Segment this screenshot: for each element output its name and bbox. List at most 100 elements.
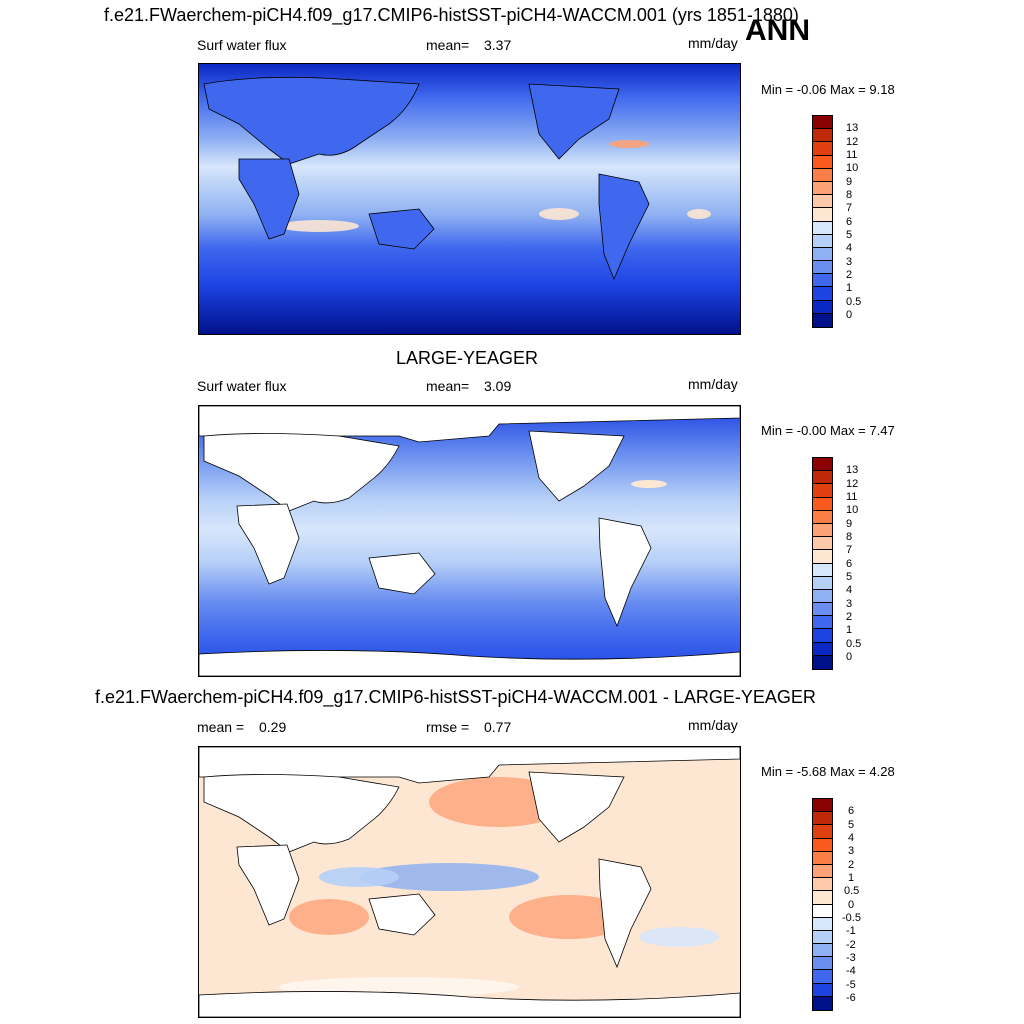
- panel1-colorbar-tick: 11: [846, 149, 858, 161]
- panel2-mean-value: 3.09: [484, 378, 512, 394]
- panel3-colorbar-tick: -0.5: [842, 912, 861, 924]
- panel3-colorbar-swatch: [813, 851, 832, 865]
- panel1-colorbar-tick: 0: [846, 309, 853, 321]
- panel3-colorbar-swatch: [813, 996, 832, 1010]
- panel2-colorbar-swatch: [813, 589, 832, 604]
- panel1-mean-label: mean=: [426, 37, 470, 53]
- panel1-colorbar-swatch: [813, 234, 832, 248]
- panel3-rmse-value: 0.77: [484, 719, 512, 735]
- panel2-colorbar-swatch: [813, 550, 832, 564]
- panel1-colorbar-swatch: [813, 116, 832, 130]
- panel1-units: mm/day: [688, 35, 738, 51]
- panel3-map: [198, 746, 741, 1018]
- panel1-mean-value: 3.37: [484, 37, 512, 53]
- panel2-colorbar-tick: 10: [846, 504, 859, 516]
- panel1-map: [198, 63, 741, 335]
- panel2-colorbar-tick: 5: [846, 571, 853, 583]
- panel2-colorbar-swatch: [813, 523, 832, 538]
- panel3-colorbar-tick: -5: [846, 979, 856, 991]
- panel3-colorbar-tick: 1: [848, 872, 855, 884]
- panel1-colorbar-swatch: [813, 221, 832, 235]
- panel1-minmax: Min = -0.06 Max = 9.18: [761, 82, 895, 97]
- panel1-colorbar-tick: 7: [846, 202, 853, 214]
- panel2-colorbar-tick: 8: [846, 531, 853, 543]
- panel3-colorbar-tick: 6: [848, 805, 855, 817]
- panel2-colorbar-tick: 11: [846, 491, 858, 503]
- panel2-colorbar-swatch: [813, 642, 832, 656]
- panel1-colorbar-swatch: [813, 195, 832, 209]
- panel1-variable: Surf water flux: [197, 37, 287, 53]
- panel2-variable: Surf water flux: [197, 378, 287, 394]
- panel3-minmax: Min = -5.68 Max = 4.28: [761, 764, 895, 779]
- panel1-colorbar-tick: 1: [846, 282, 853, 294]
- panel1-colorbar-swatch: [813, 168, 832, 182]
- panel2-colorbar-swatch: [813, 471, 832, 485]
- panel1-colorbar-swatch: [813, 274, 832, 288]
- panel1-colorbar-tick: 10: [846, 162, 859, 174]
- panel3-mean-label: mean =: [197, 719, 245, 735]
- panel2-colorbar-swatch: [813, 655, 832, 669]
- panel1-colorbar-swatch: [813, 261, 832, 275]
- panel2-map: [198, 405, 741, 677]
- panel1-colorbar-tick: 12: [846, 136, 859, 148]
- panel3-colorbar-swatch: [813, 983, 832, 997]
- panel1-colorbar-swatch: [813, 247, 832, 262]
- panel2-colorbar-swatch: [813, 497, 832, 511]
- panel1-colorbar-tick: 6: [846, 216, 853, 228]
- panel2-colorbar-swatch: [813, 603, 832, 617]
- panel3-colorbar-swatch: [813, 812, 832, 826]
- panel3-colorbar-tick: 4: [848, 832, 855, 844]
- panel3-units: mm/day: [688, 717, 738, 733]
- panel1-colorbar-tick: 4: [846, 242, 853, 254]
- panel2-units: mm/day: [688, 376, 738, 392]
- panel3-colorbar-tick: 3: [848, 845, 855, 857]
- panel3-colorbar-swatch: [813, 825, 832, 839]
- panel1-colorbar-tick: 8: [846, 189, 853, 201]
- panel1-colorbar-swatch: [813, 129, 832, 143]
- panel3-colorbar-swatch: [813, 864, 832, 879]
- panel3-colorbar-swatch: [813, 891, 832, 905]
- panel3-colorbar-swatch: [813, 878, 832, 892]
- panel2-colorbar-swatch: [813, 563, 832, 577]
- panel3-colorbar: [812, 798, 833, 1011]
- panel3-colorbar-swatch: [813, 799, 832, 813]
- panel2-colorbar-swatch: [813, 616, 832, 630]
- panel3-colorbar-swatch: [813, 970, 832, 984]
- panel3-colorbar-tick: -3: [846, 952, 856, 964]
- panel3-colorbar-tick: -2: [846, 939, 856, 951]
- panel1-colorbar-swatch: [813, 287, 832, 301]
- panel2-colorbar-tick: 3: [846, 598, 853, 610]
- panel2-colorbar-tick: 0.5: [846, 638, 862, 650]
- panel1-colorbar-swatch: [813, 155, 832, 169]
- panel3-colorbar-tick: 2: [848, 859, 855, 871]
- panel2-minmax: Min = -0.00 Max = 7.47: [761, 423, 895, 438]
- panel3-title: f.e21.FWaerchem-piCH4.f09_g17.CMIP6-hist…: [95, 687, 816, 707]
- panel3-rmse-label: rmse =: [426, 719, 470, 735]
- panel1-colorbar-tick: 2: [846, 269, 853, 281]
- panel2-mean-label: mean=: [426, 378, 470, 394]
- panel1-colorbar-tick: 5: [846, 229, 853, 241]
- panel2-colorbar-tick: 7: [846, 544, 853, 556]
- panel1-colorbar-swatch: [813, 313, 832, 327]
- panel3-colorbar-tick: 0: [848, 899, 855, 911]
- panel2-colorbar-tick: 1: [846, 624, 853, 636]
- panel2-colorbar-tick: 4: [846, 584, 853, 596]
- panel3-colorbar-tick: 0.5: [844, 885, 860, 897]
- panel2-colorbar-tick: 9: [846, 518, 853, 530]
- panel2-colorbar-tick: 0: [846, 651, 853, 663]
- panel3-mean-value: 0.29: [259, 719, 287, 735]
- panel2-colorbar: [812, 457, 833, 670]
- panel3-colorbar-swatch: [813, 904, 832, 918]
- panel2-colorbar-swatch: [813, 576, 832, 590]
- panel1-colorbar-swatch: [813, 181, 832, 196]
- panel1-colorbar-tick: 3: [846, 256, 853, 268]
- panel3-colorbar-swatch: [813, 957, 832, 971]
- panel2-colorbar-tick: 6: [846, 558, 853, 570]
- panel3-colorbar-tick: 5: [848, 819, 855, 831]
- panel1-colorbar: [812, 115, 833, 328]
- panel2-colorbar-swatch: [813, 629, 832, 643]
- panel3-colorbar-swatch: [813, 944, 832, 958]
- panel1-colorbar-tick: 0.5: [846, 296, 862, 308]
- panel2-colorbar-tick: 13: [846, 464, 859, 476]
- panel3-colorbar-tick: -1: [846, 925, 856, 937]
